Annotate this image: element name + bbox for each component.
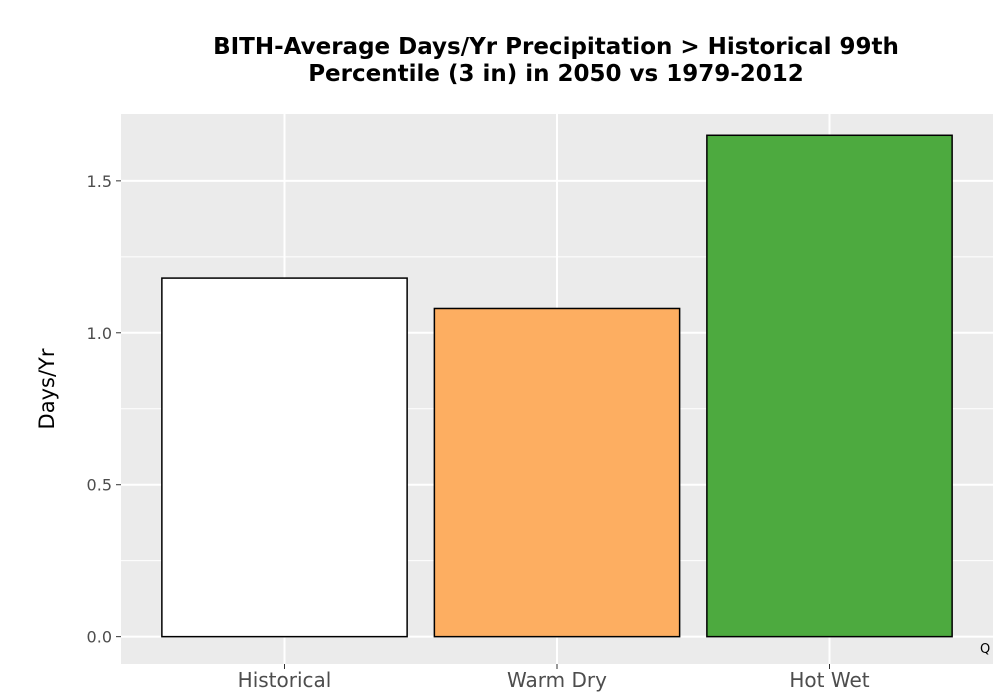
x-tick-label: Hot Wet	[789, 668, 869, 692]
chart-title-line-2: Percentile (3 in) in 2050 vs 1979-2012	[308, 61, 804, 87]
bar-hot-wet	[706, 134, 953, 638]
chart-title-line-1: BITH-Average Days/Yr Precipitation > His…	[213, 34, 899, 60]
y-axis-ticks: 0.0 0.5 1.0 1.5	[87, 172, 121, 647]
x-tick-label: Historical	[238, 668, 332, 692]
corner-mark-text: Q	[980, 642, 990, 657]
y-axis-title: Days/Yr	[35, 348, 59, 429]
bars	[161, 134, 953, 638]
chart-title: BITH-Average Days/Yr Precipitation > His…	[213, 34, 899, 87]
y-tick-label: 1.0	[87, 324, 112, 343]
y-tick-label: 0.0	[87, 628, 112, 647]
y-tick-label: 1.5	[87, 172, 112, 191]
x-axis-ticks: Historical Warm Dry Hot Wet	[238, 664, 870, 692]
y-tick-label: 0.5	[87, 476, 112, 495]
bar-warm-dry	[433, 307, 681, 638]
x-tick-label: Warm Dry	[507, 668, 607, 692]
bar-historical	[161, 277, 408, 638]
